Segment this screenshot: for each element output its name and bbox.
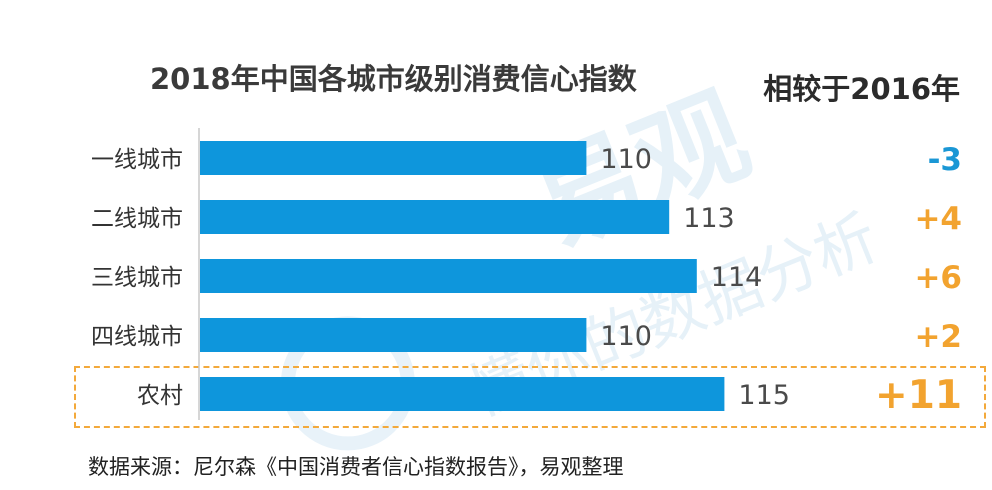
comparison-value: +11: [875, 373, 962, 418]
category-label: 一线城市: [91, 147, 183, 173]
bar: [200, 200, 670, 234]
bar: [200, 141, 587, 175]
bar: [200, 259, 697, 293]
comparison-value: -3: [928, 142, 962, 178]
comparison-value: +6: [914, 260, 962, 296]
bar-value-label: 114: [711, 262, 763, 293]
highlight-box-rural: [74, 366, 986, 428]
bar-value-label: 110: [600, 321, 652, 352]
category-label: 三线城市: [91, 265, 183, 291]
category-label: 农村: [137, 383, 183, 409]
bar-value-label: 110: [600, 144, 652, 175]
bar-value-label: 115: [738, 380, 790, 411]
category-label: 二线城市: [91, 206, 183, 232]
comparison-value: +4: [914, 201, 962, 237]
category-label: 四线城市: [91, 324, 183, 350]
chart-title: 2018年中国各城市级别消费信心指数: [150, 62, 637, 96]
bar: [200, 318, 587, 352]
bar: [200, 377, 725, 411]
bar-value-label: 113: [683, 203, 735, 234]
source-note: 数据来源：尼尔森《中国消费者信心指数报告》，易观整理: [88, 455, 624, 479]
comparison-value: +2: [914, 319, 962, 355]
comparison-header: 相较于2016年: [763, 72, 960, 106]
